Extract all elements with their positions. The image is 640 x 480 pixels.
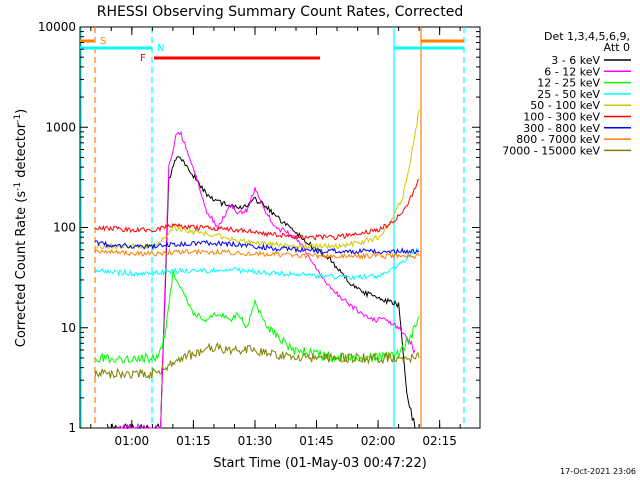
legend-label-0: 3 - 6 keV: [551, 54, 600, 67]
legend-label-5: 100 - 300 keV: [523, 111, 600, 124]
series-line-8: [94, 341, 420, 380]
y-tick-label: 100: [53, 221, 76, 235]
legend-label-7: 800 - 7000 keV: [516, 133, 600, 146]
y-tick-label: 10000: [38, 20, 76, 34]
y-axis-label-exp-1: -1: [13, 182, 23, 191]
x-axis-label: Start Time (01-May-03 00:47:22): [213, 456, 427, 471]
legend-label-3: 25 - 50 keV: [537, 88, 600, 101]
legend-header-attenuator: Att 0: [604, 41, 630, 54]
marker-label-f: F: [140, 53, 146, 64]
plot-area: [79, 26, 481, 429]
y-tick-label: 1: [68, 421, 76, 435]
footer-timestamp: 17-Oct-2021 23:06: [560, 467, 636, 476]
x-tick-label: 01:30: [238, 434, 273, 448]
chart-title: RHESSI Observing Summary Count Rates, Co…: [97, 4, 463, 20]
y-axis-label: Corrected Count Rate (s-1 detector-1): [13, 109, 29, 347]
y-tick-label: 10: [61, 321, 76, 335]
x-tick-label: 01:45: [299, 434, 334, 448]
x-tick-label: 02:15: [422, 434, 457, 448]
series-line-4: [94, 109, 420, 250]
series-line-0: [106, 156, 416, 429]
legend-label-2: 12 - 25 keV: [537, 77, 600, 90]
legend-label-6: 300 - 800 keV: [523, 122, 600, 135]
legend-label-4: 50 - 100 keV: [530, 99, 600, 112]
series-line-6: [94, 239, 420, 255]
legend-label-1: 6 - 12 keV: [544, 65, 600, 78]
series-line-1: [115, 130, 416, 429]
y-axis-label-exp-2: -1: [13, 114, 23, 123]
legend-label-8: 7000 - 15000 keV: [502, 144, 600, 157]
x-tick-label: 02:00: [361, 434, 396, 448]
x-tick-label: 01:15: [176, 434, 211, 448]
marker-label-n: N: [157, 43, 164, 54]
legend-header-detectors: Det 1,3,4,5,6,9,: [544, 30, 630, 43]
y-axis-label-mid: detector: [14, 122, 29, 182]
y-axis-label-end: ): [14, 109, 29, 114]
y-axis-label-main: Corrected Count Rate (s: [14, 191, 29, 348]
series-line-7: [94, 248, 420, 260]
marker-label-s: S: [100, 36, 106, 47]
series-line-5: [94, 179, 420, 241]
series-line-3: [94, 248, 420, 281]
x-tick-label: 01:00: [115, 434, 150, 448]
y-tick-label: 1000: [45, 120, 76, 134]
